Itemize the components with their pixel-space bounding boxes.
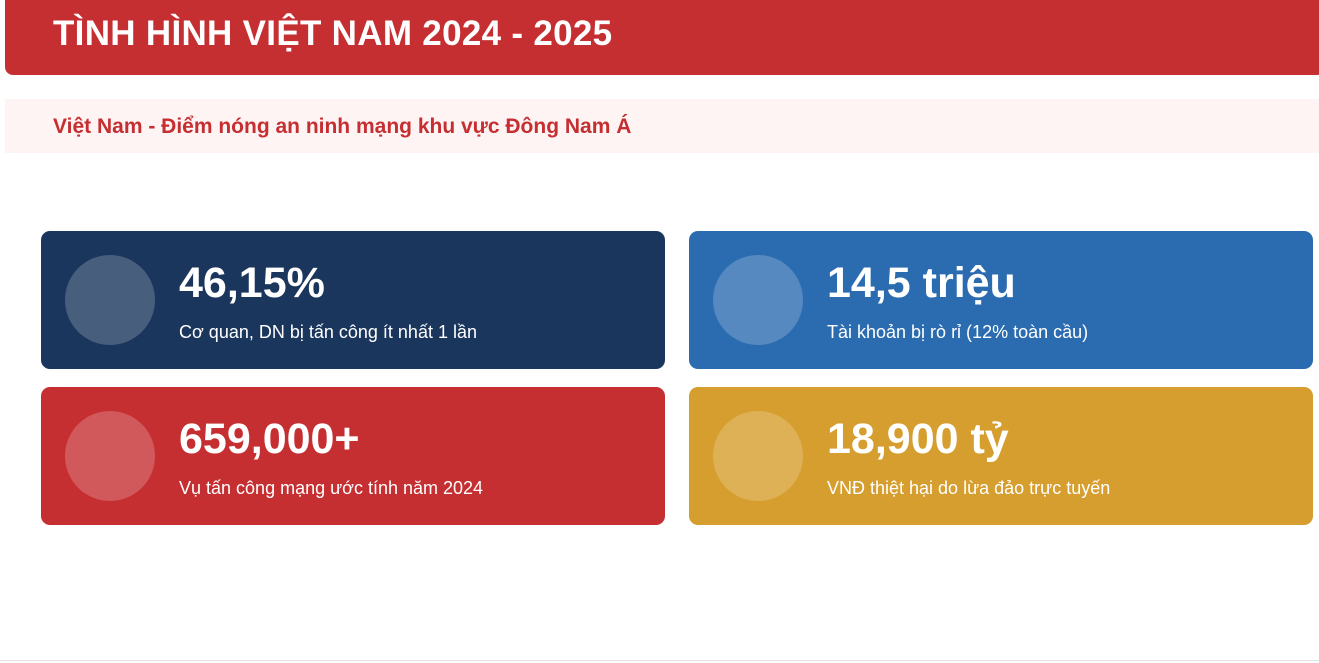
- stat-card-attacked-orgs: 46,15% Cơ quan, DN bị tấn công ít nhất 1…: [41, 231, 665, 369]
- divider: [0, 660, 1319, 661]
- stat-value: 659,000+: [179, 415, 360, 463]
- stat-icon-circle: [713, 411, 803, 501]
- stat-value: 46,15%: [179, 259, 325, 307]
- subtitle-banner: Việt Nam - Điểm nóng an ninh mạng khu vự…: [5, 99, 1319, 153]
- stat-value: 14,5 triệu: [827, 259, 1016, 307]
- stat-label: Vụ tấn công mạng ước tính năm 2024: [179, 478, 484, 498]
- stat-label: Tài khoản bị rò rỉ (12% toàn cầu): [827, 322, 1089, 342]
- page-title: TÌNH HÌNH VIỆT NAM 2024 - 2025: [53, 14, 613, 53]
- stat-value: 18,900 tỷ: [827, 415, 1009, 463]
- stat-icon-circle: [65, 411, 155, 501]
- stat-icon-circle: [713, 255, 803, 345]
- stat-card-leaked-accounts: 14,5 triệu Tài khoản bị rò rỉ (12% toàn …: [689, 231, 1313, 369]
- page-header: TÌNH HÌNH VIỆT NAM 2024 - 2025: [5, 0, 1319, 75]
- stat-label: Cơ quan, DN bị tấn công ít nhất 1 lần: [179, 322, 477, 342]
- stat-label: VNĐ thiệt hại do lừa đảo trực tuyến: [827, 478, 1111, 498]
- subtitle-text: Việt Nam - Điểm nóng an ninh mạng khu vự…: [53, 115, 632, 138]
- stat-icon-circle: [65, 255, 155, 345]
- stat-card-cyber-attacks: 659,000+ Vụ tấn công mạng ước tính năm 2…: [41, 387, 665, 525]
- stat-card-fraud-losses: 18,900 tỷ VNĐ thiệt hại do lừa đảo trực …: [689, 387, 1313, 525]
